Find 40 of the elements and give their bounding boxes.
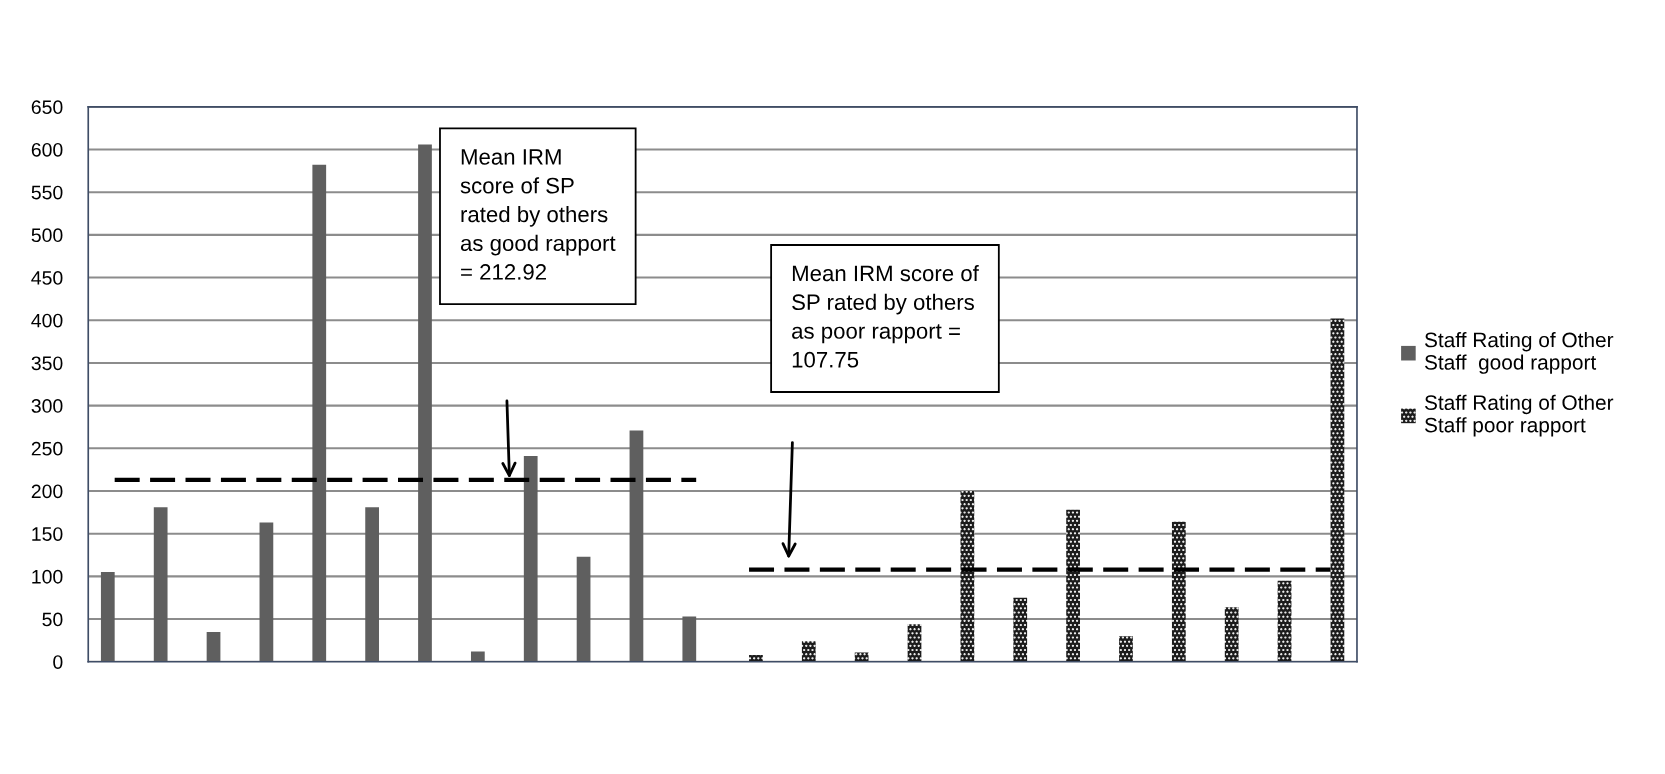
y-tick-label: 250 xyxy=(31,441,63,456)
bar xyxy=(206,631,221,662)
y-tick-label: 200 xyxy=(31,484,63,499)
y-tick-label: 450 xyxy=(31,271,63,285)
bar xyxy=(629,430,644,662)
bar xyxy=(801,641,816,662)
y-tick-label: 500 xyxy=(31,228,63,243)
bar xyxy=(100,572,115,662)
bar xyxy=(1277,580,1292,662)
legend-label: Staff Rating of Other Staff poor rapport xyxy=(1424,394,1614,437)
bar xyxy=(1066,509,1080,662)
bar xyxy=(418,144,432,662)
y-tick-label: 150 xyxy=(32,527,63,541)
y-tick-label: 550 xyxy=(31,185,63,200)
bar xyxy=(523,456,538,662)
annotation: Mean IRM score of SP rated by others as good rapport = 212.92 xyxy=(460,149,616,280)
y-tick-label: 0 xyxy=(53,655,63,670)
y-tick-label: 350 xyxy=(31,356,63,371)
bar xyxy=(907,624,922,662)
y-tick-label: 600 xyxy=(31,142,63,157)
bar xyxy=(1330,318,1345,662)
y-tick-label: 50 xyxy=(42,612,63,627)
y-tick-label: 400 xyxy=(31,313,63,328)
bar xyxy=(1119,636,1133,662)
y-tick-label: 650 xyxy=(31,100,63,115)
bar xyxy=(365,507,379,662)
bar xyxy=(960,491,975,662)
bar xyxy=(682,616,697,662)
y-tick-label: 300 xyxy=(31,399,63,413)
legend-label: Staff Rating of Other Staff good rapport xyxy=(1424,332,1614,374)
bar xyxy=(259,522,274,662)
bar xyxy=(576,556,591,662)
bar xyxy=(1171,521,1186,662)
y-tick-label: 100 xyxy=(32,569,63,584)
bar xyxy=(312,164,327,662)
bar xyxy=(854,652,869,662)
bar xyxy=(1224,607,1239,662)
annotation: Mean IRM score of SP rated by others as poor rapport = 107.75 xyxy=(792,265,979,368)
bar xyxy=(153,507,168,662)
bar xyxy=(1013,597,1028,662)
